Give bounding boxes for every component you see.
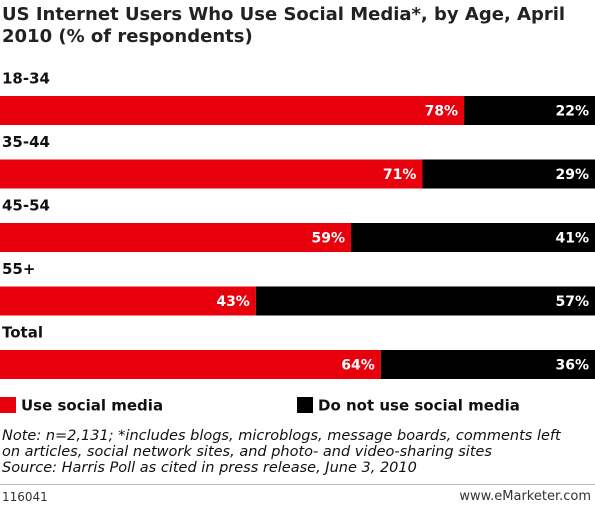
bar-segment bbox=[0, 159, 423, 189]
value-label: 29% bbox=[555, 167, 589, 183]
bar-segment bbox=[464, 96, 595, 125]
bar-segment bbox=[0, 350, 381, 379]
value-label: 59% bbox=[312, 231, 346, 247]
bar-segment bbox=[380, 350, 595, 379]
bar-segment bbox=[0, 223, 352, 252]
value-label: 41% bbox=[555, 231, 589, 247]
legend-label: Use social media bbox=[21, 397, 163, 415]
value-label: 22% bbox=[555, 104, 589, 120]
value-label: 78% bbox=[425, 104, 459, 120]
bar-segment bbox=[351, 223, 595, 252]
value-label: 64% bbox=[341, 358, 375, 374]
bar-segment bbox=[255, 286, 595, 316]
legend-label: Do not use social media bbox=[318, 397, 520, 415]
bar-segment bbox=[0, 286, 256, 316]
note: Note: n=2,131; *includes blogs, microblo… bbox=[2, 428, 561, 460]
category-label: 45-54 bbox=[2, 197, 50, 215]
category-label: 18-34 bbox=[2, 70, 50, 88]
bar-segment bbox=[422, 159, 595, 189]
chart-id: 116041 bbox=[2, 490, 48, 504]
divider bbox=[0, 484, 595, 485]
site-credit: www.eMarketer.com bbox=[459, 489, 591, 504]
chart-title: US Internet Users Who Use Social Media*,… bbox=[2, 4, 566, 47]
value-label: 36% bbox=[555, 358, 589, 374]
category-label: Total bbox=[2, 324, 43, 342]
legend-swatch bbox=[0, 397, 16, 413]
category-label: 55+ bbox=[2, 260, 35, 278]
value-label: 57% bbox=[555, 294, 589, 310]
bar-segment bbox=[0, 96, 465, 125]
source: Source: Harris Poll as cited in press re… bbox=[2, 460, 417, 476]
category-label: 35-44 bbox=[2, 133, 50, 151]
legend-swatch bbox=[297, 397, 313, 413]
value-label: 71% bbox=[383, 167, 417, 183]
value-label: 43% bbox=[216, 294, 250, 310]
